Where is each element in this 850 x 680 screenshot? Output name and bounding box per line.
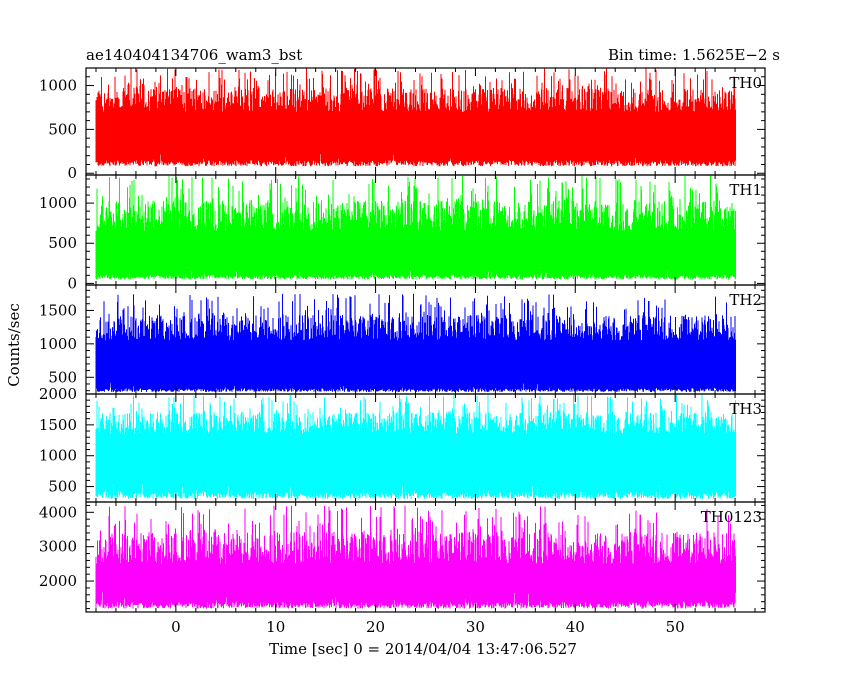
y-tick-label: 2000 <box>39 572 77 590</box>
y-tick-label: 1000 <box>39 335 77 353</box>
panel-th0: 0 500 1000 TH0 <box>39 67 766 182</box>
y-tick-label: 500 <box>48 234 77 252</box>
panel-frame <box>85 501 766 613</box>
y-tick-label: 3000 <box>39 538 77 556</box>
x-tick-label: 50 <box>666 618 685 636</box>
panel-th1: 0 500 1000 TH1 <box>39 174 766 292</box>
panel-label-th0: TH0 <box>729 74 762 92</box>
y-tick-label: 4000 <box>39 503 77 521</box>
y-axis-label: Counts/sec <box>5 303 23 387</box>
panel-th2: 500 1000 1500 TH2 <box>39 284 766 395</box>
y-tick-label: 0 <box>67 274 77 292</box>
panel-label-th0123: TH0123 <box>701 508 762 526</box>
y-tick-label: 1000 <box>39 77 77 95</box>
x-tick-label: 10 <box>266 618 285 636</box>
y-tick-label: 500 <box>48 478 77 496</box>
y-tick-label: 1500 <box>39 301 77 319</box>
y-tick-label: 2000 <box>39 385 77 403</box>
x-tick-label: 40 <box>566 618 585 636</box>
series-th0123-line <box>95 505 736 609</box>
x-axis-label: Time [sec] 0 = 2014/04/04 13:47:06.527 <box>269 640 577 658</box>
chart-title: ae140404134706_wam3_bst <box>86 46 302 64</box>
x-tick-label: 20 <box>366 618 385 636</box>
y-tick-label: 500 <box>48 368 77 386</box>
panel-label-th2: TH2 <box>729 291 762 309</box>
y-tick-label: 1000 <box>39 194 77 212</box>
series-th2-line <box>95 293 736 392</box>
bin-time-subtitle: Bin time: 1.5625E−2 s <box>608 46 780 64</box>
panel-label-th3: TH3 <box>729 400 762 418</box>
panel-th3: 500 1000 1500 2000 TH3 <box>39 385 766 503</box>
series-th3-line <box>95 394 736 499</box>
series-th1-line <box>95 175 736 280</box>
panel-label-th1: TH1 <box>729 181 762 199</box>
panel-th0123: 2000 3000 4000 TH0123 <box>39 501 766 613</box>
y-tick-label: 1000 <box>39 447 77 465</box>
x-tick-label: 0 <box>171 618 181 636</box>
x-tick-label: 30 <box>466 618 485 636</box>
y-tick-label: 500 <box>48 120 77 138</box>
y-tick-label: 1500 <box>39 416 77 434</box>
y-tick-label: 0 <box>67 164 77 182</box>
series-th0-line <box>95 68 736 167</box>
